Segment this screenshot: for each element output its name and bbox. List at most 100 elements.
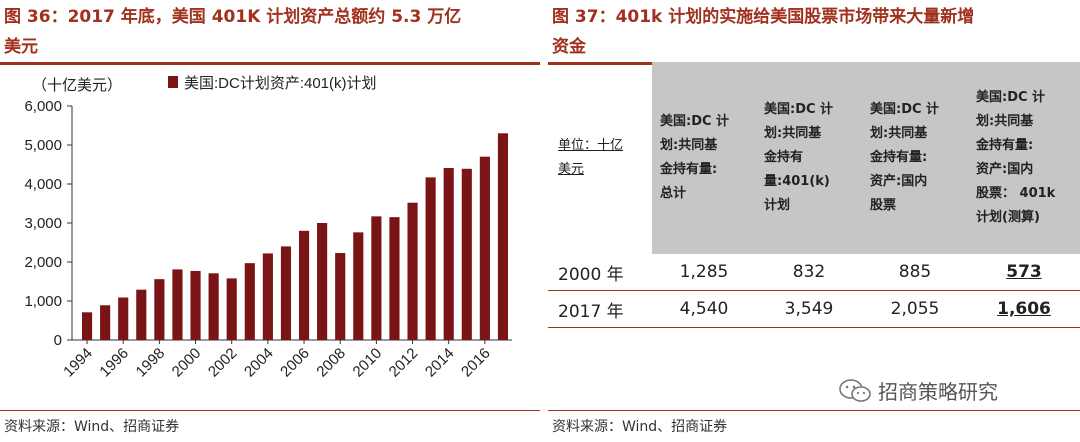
bar [389, 217, 400, 340]
y-tick-label: 6,000 [24, 98, 62, 115]
bar [497, 133, 509, 340]
header-line: 股票： 401k [976, 186, 1056, 201]
bar [298, 230, 310, 340]
cell-domestic-stock: 885 [898, 262, 932, 282]
y-tick-label: 4,000 [24, 176, 62, 193]
header-line: 划:共同基 [870, 126, 928, 141]
header-line: 计划(测算) [976, 210, 1040, 225]
legend-label: 美国:DC计划资产:401(k)计划 [184, 75, 377, 92]
table-header-row: 单位：十亿 美元 美国:DC 计 划:共同基 金持有量: 总计 美国:DC 计 … [548, 62, 1080, 254]
title-rule [0, 62, 540, 65]
bar [335, 253, 346, 340]
bar [479, 156, 490, 340]
bar [353, 232, 364, 340]
cell-total: 1,285 [679, 262, 729, 282]
figure-37-title-line2: 资金 [552, 37, 586, 57]
bar [461, 168, 472, 340]
header-line: 美国:DC 计 [660, 114, 730, 129]
bar [226, 278, 237, 340]
source-rule [548, 410, 1080, 411]
figure-37-title-line1: 图 37：401k 计划的实施给美国股票市场带来大量新增 [552, 7, 975, 27]
y-tick-label: 1,000 [24, 293, 62, 310]
bar [136, 289, 147, 340]
header-line: 金持有量: [976, 138, 1034, 153]
bar [208, 273, 219, 340]
y-tick-label: 3,000 [24, 215, 62, 232]
watermark: 招商策略研究 [838, 376, 998, 405]
x-tick-labels: 1994 1996 1998 2000 2002 2004 2006 2008 2010 2012… [60, 345, 493, 381]
y-tick-label: 0 [54, 332, 62, 349]
wechat-icon [839, 378, 871, 402]
header-line: 量:401(k) [764, 174, 830, 189]
figure-36-title-line1: 图 36：2017 年底，美国 401K 计划资产总额约 5.3 万亿 [4, 7, 462, 27]
x-tick-label: 2002 [205, 345, 241, 381]
bar [443, 168, 454, 340]
x-tick-label: 2014 [422, 345, 458, 381]
x-tick-label: 1994 [60, 345, 96, 381]
source-rule [0, 410, 540, 411]
bar [154, 279, 165, 340]
y-unit-label: （十亿美元） [32, 77, 122, 94]
header-domestic-stock: 美国:DC 计 划:共同基 金持有量: 资产:国内 股票 [862, 62, 968, 254]
row-year: 2017 年 [558, 301, 624, 322]
bar [317, 223, 328, 340]
y-tick-label: 5,000 [24, 137, 62, 154]
header-line: 划:共同基 [764, 126, 822, 141]
x-tick-label: 2004 [241, 345, 277, 381]
y-tick-labels: 0 1,000 2,000 3,000 4,000 5,000 6,000 [24, 98, 62, 349]
unit-line: 单位：十亿 [558, 138, 624, 153]
header-line: 美国:DC 计 [870, 102, 940, 117]
unit-cell: 单位：十亿 美元 [548, 62, 652, 254]
figure-37-title: 图 37：401k 计划的实施给美国股票市场带来大量新增 资金 [552, 2, 1076, 62]
left-figure: 图 36：2017 年底，美国 401K 计划资产总额约 5.3 万亿 美元 （… [0, 2, 540, 435]
header-line: 划:共同基 [660, 138, 718, 153]
y-tick-label: 2,000 [24, 254, 62, 271]
header-line: 金持有量: [660, 162, 718, 177]
header-total: 美国:DC 计 划:共同基 金持有量: 总计 [652, 62, 756, 254]
bar [425, 177, 436, 340]
header-line: 美国:DC 计 [976, 90, 1046, 105]
bar [118, 297, 129, 340]
bar-group [81, 133, 509, 340]
x-tick-label: 2008 [313, 345, 349, 381]
row-separator [548, 327, 1080, 328]
header-line: 计划 [764, 198, 791, 213]
cell-401k: 3,549 [784, 299, 834, 319]
bar [190, 270, 201, 340]
bar [262, 253, 273, 340]
row-year: 2000 年 [558, 264, 624, 285]
header-401k: 美国:DC 计 划:共同基 金持有 量:401(k) 计划 [756, 62, 862, 254]
bar-chart: （十亿美元） 美国:DC计划资产:401(k)计划 0 1,000 2,000 3,0… [24, 75, 512, 381]
x-tick-label: 2012 [386, 345, 422, 381]
figure-36-title-line2: 美元 [4, 37, 38, 57]
figure-36-source: 资料来源：Wind、招商证券 [4, 419, 180, 435]
bar [100, 305, 111, 340]
header-line: 美国:DC 计 [764, 102, 834, 117]
x-tick-label: 2000 [169, 345, 205, 381]
unit-line: 美元 [558, 162, 585, 177]
cell-401k-estimate: 1,606 [997, 299, 1051, 319]
x-tick-label: 1998 [133, 345, 169, 381]
header-line: 总计 [660, 186, 687, 201]
bar [244, 263, 255, 340]
cell-total: 4,540 [679, 299, 729, 319]
row-separator [548, 290, 1080, 291]
x-tick-label: 1996 [96, 345, 132, 381]
watermark-text: 招商策略研究 [878, 380, 998, 404]
right-figure: 图 37：401k 计划的实施给美国股票市场带来大量新增 资金 单位：十亿 美元… [548, 0, 1080, 442]
header-line: 资产:国内 [976, 162, 1034, 177]
cell-401k: 832 [792, 262, 826, 282]
x-tick-label: 2010 [350, 345, 386, 381]
legend-swatch [168, 76, 178, 88]
cell-domestic-stock: 2,055 [890, 299, 940, 319]
header-line: 划:共同基 [976, 114, 1034, 129]
bar [371, 216, 382, 340]
table-row: 2017 年 4,540 3,549 2,055 1,606 [548, 291, 1080, 328]
header-line: 股票 [870, 198, 897, 213]
cell-401k-estimate: 573 [1006, 262, 1042, 282]
bar [172, 269, 183, 340]
figure-37-source: 资料来源：Wind、招商证券 [552, 419, 728, 435]
bar [407, 202, 418, 340]
figure-36-title: 图 36：2017 年底，美国 401K 计划资产总额约 5.3 万亿 美元 [4, 2, 536, 62]
table-row: 2000 年 1,285 832 885 573 [548, 254, 1080, 291]
